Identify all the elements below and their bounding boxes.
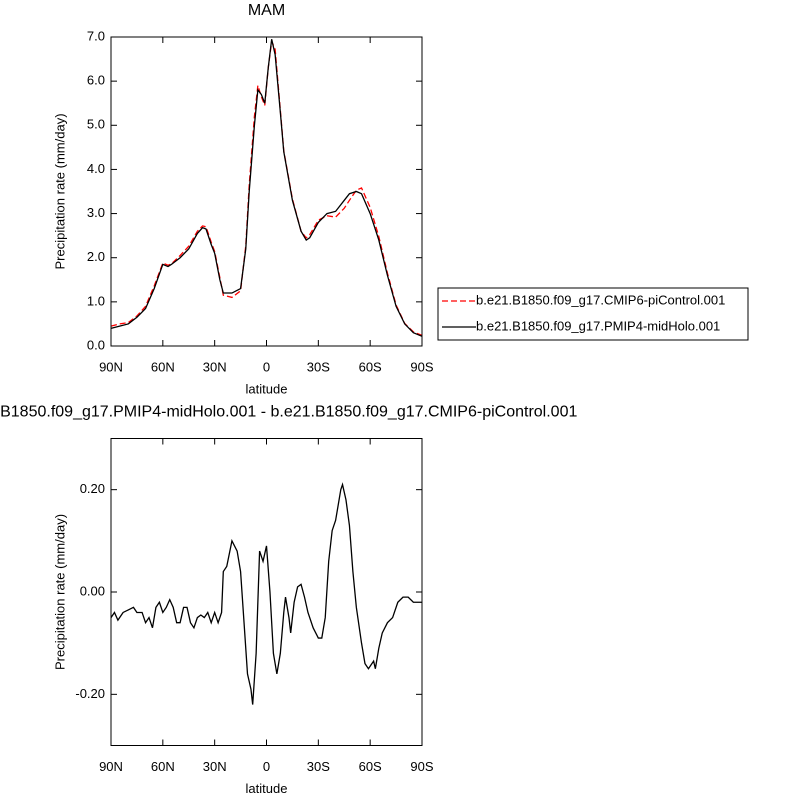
plot-frame xyxy=(110,438,423,746)
y-tick-label: 2.0 xyxy=(87,249,105,264)
x-tick-label: 90N xyxy=(99,359,123,374)
x-tick-label: 60S xyxy=(359,759,382,774)
x-tick-label: 90S xyxy=(410,759,433,774)
y-tick-label: 6.0 xyxy=(87,73,105,88)
x-tick-label: 60S xyxy=(359,359,382,374)
chart-title: b.e21.B1850.f09_g17.PMIP4-midHolo.001 - … xyxy=(0,404,577,421)
x-tick-label: 60N xyxy=(151,759,175,774)
x-tick-label: 90S xyxy=(410,359,433,374)
series-line xyxy=(110,482,422,705)
x-tick-label: 30S xyxy=(307,359,330,374)
x-tick-label: 90N xyxy=(99,759,123,774)
y-tick-label: 0.0 xyxy=(87,337,105,352)
y-tick-label: 0.00 xyxy=(80,583,105,598)
x-axis-label: latitude xyxy=(246,781,288,796)
x-tick-label: 30N xyxy=(203,359,227,374)
y-tick-label: 7.0 xyxy=(87,28,105,43)
legend-label: b.e21.B1850.f09_g17.CMIP6-piControl.001 xyxy=(476,292,725,307)
y-tick-label: 0.20 xyxy=(80,481,105,496)
x-tick-label: 30S xyxy=(307,759,330,774)
chart-title: MAM xyxy=(248,2,285,19)
y-tick-label: 3.0 xyxy=(87,205,105,220)
y-axis-label: Precipitation rate (mm/day) xyxy=(52,514,67,670)
legend-label: b.e21.B1850.f09_g17.PMIP4-midHolo.001 xyxy=(476,318,720,333)
legend-box xyxy=(437,287,749,341)
y-tick-label: 4.0 xyxy=(87,161,105,176)
y-tick-label: 1.0 xyxy=(87,293,105,308)
plot-frame xyxy=(110,36,423,347)
y-tick-label: -0.20 xyxy=(75,686,105,701)
x-tick-label: 0 xyxy=(263,359,270,374)
y-tick-label: 5.0 xyxy=(87,117,105,132)
series-line xyxy=(110,39,423,337)
y-axis-label: Precipitation rate (mm/day) xyxy=(52,113,67,269)
x-tick-label: 0 xyxy=(263,759,270,774)
x-tick-label: 30N xyxy=(203,759,227,774)
x-tick-label: 60N xyxy=(151,359,175,374)
x-axis-label: latitude xyxy=(246,381,288,396)
